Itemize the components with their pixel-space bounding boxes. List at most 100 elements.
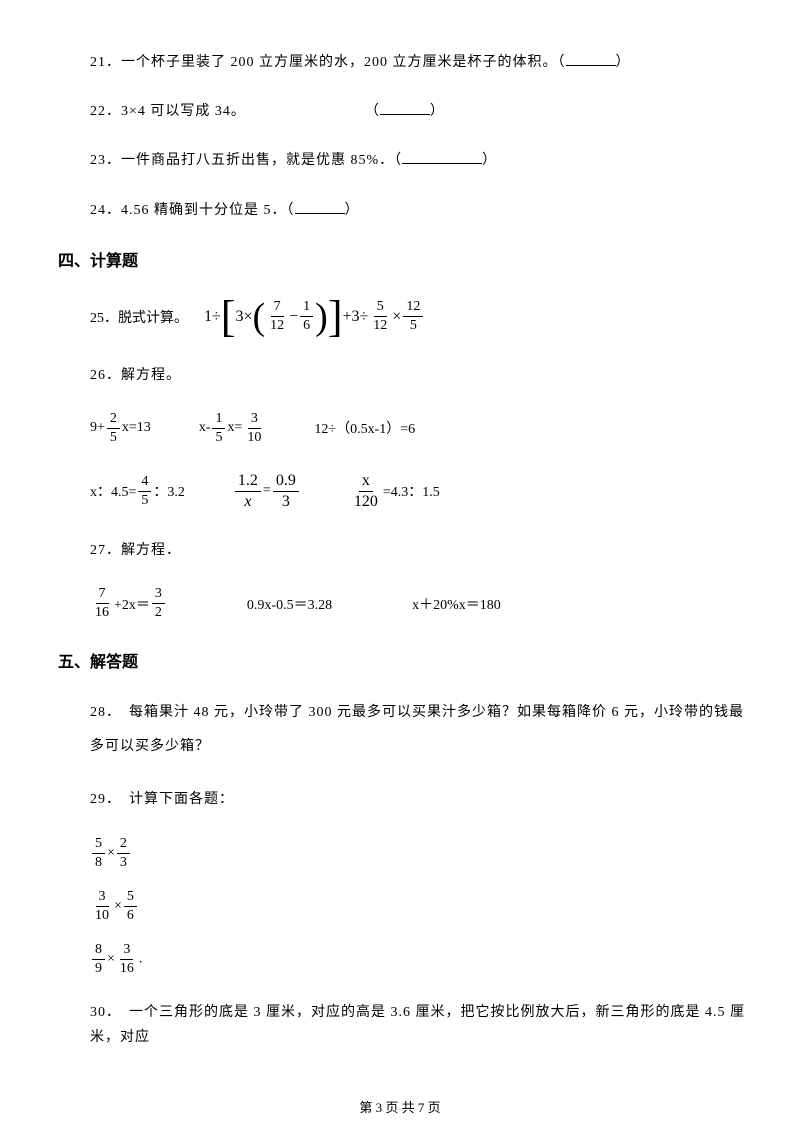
page-footer: 第 3 页 共 7 页	[0, 1097, 800, 1116]
den: 16	[92, 604, 112, 620]
t: 9+	[90, 420, 105, 436]
eq: 12÷（0.5x-1）=6	[314, 418, 415, 438]
den: 120	[351, 492, 381, 510]
t: x=13	[122, 420, 151, 436]
t: =4.3：1.5	[383, 481, 440, 501]
den: x	[241, 492, 254, 510]
t: x-	[199, 420, 211, 436]
num: 0.9	[273, 473, 299, 492]
section-5-title: 五、解答题	[58, 648, 750, 672]
blank[interactable]	[566, 50, 616, 66]
num: 1	[300, 300, 313, 317]
den: 5	[212, 429, 225, 445]
den: 12	[267, 317, 287, 333]
num: 1.2	[235, 473, 261, 492]
den: 9	[92, 960, 105, 976]
question-24: 24．4.56 精确到十分位是 5．（ ）	[90, 198, 750, 223]
q24-end: ）	[345, 203, 360, 218]
num: 5	[374, 300, 387, 317]
num: 2	[107, 412, 120, 429]
den: 6	[124, 907, 137, 923]
question-22: 22．3×4 可以写成 34。 （）	[90, 99, 750, 124]
den: 5	[107, 429, 120, 445]
t: x：4.5=	[90, 481, 136, 501]
t: +2x＝	[114, 594, 150, 614]
den: 2	[152, 604, 165, 620]
num: 3	[120, 943, 133, 960]
q26-row1: 9+ 2 5 x=13 x- 1 5 x= 3 10 12÷（0.5x-1）=6	[90, 412, 750, 445]
question-26-label: 26．解方程。	[90, 363, 750, 388]
q29-f3: 89× 316.	[90, 943, 750, 976]
q25-label: 25．脱式计算。	[90, 307, 188, 327]
den: 10	[92, 907, 112, 923]
pre: 1÷	[204, 308, 221, 326]
blank[interactable]	[295, 198, 345, 214]
times: ×	[114, 898, 122, 913]
dot: .	[139, 951, 143, 966]
q26-row2: x：4.5= 4 5 ：3.2 1.2 x = 0.9 3 x 120 =4.3…	[90, 473, 750, 510]
times: ×	[392, 308, 401, 326]
q25-formula: 1÷ [ 3× ( 7 12 − 1 6 ) ] +3÷ 5 12 × 12 5	[204, 295, 425, 339]
den: 3	[117, 854, 130, 870]
minus: −	[289, 308, 298, 326]
num: 3	[152, 587, 165, 604]
bracket-right-icon: ]	[328, 295, 343, 339]
den: 3	[279, 492, 293, 510]
eq: x：4.5= 4 5 ：3.2	[90, 475, 185, 508]
t: x=	[227, 420, 242, 436]
num: 12	[403, 300, 423, 317]
q22-a: 22．3×4 可以写成 34。	[90, 104, 246, 119]
q29-f1: 58×23	[90, 837, 750, 870]
num: 7	[271, 300, 284, 317]
post1: +3÷	[342, 308, 368, 326]
question-21: 21．一个杯子里装了 200 立方厘米的水，200 立方厘米是杯子的体积。（ ）	[90, 50, 750, 75]
den: 5	[138, 492, 151, 508]
q23-text: 23．一件商品打八五折出售，就是优惠 85%．（	[90, 153, 402, 168]
q22-c: ）	[430, 104, 445, 119]
q21-text: 21．一个杯子里装了 200 立方厘米的水，200 立方厘米是杯子的体积。（	[90, 55, 566, 70]
q27-row: 7 16 +2x＝ 3 2 0.9x-0.5＝3.28 x＋20%x＝180	[90, 587, 750, 620]
den: 12	[370, 317, 390, 333]
blank[interactable]	[380, 99, 430, 115]
times: ×	[107, 845, 115, 860]
section-4-title: 四、计算题	[58, 247, 750, 271]
blank[interactable]	[402, 148, 482, 164]
eq: 0.9x-0.5＝3.28	[247, 594, 332, 614]
num: 2	[117, 837, 130, 854]
mid1: 3×	[235, 308, 252, 326]
num: 1	[212, 412, 225, 429]
t: =	[263, 483, 271, 499]
den: 10	[244, 429, 264, 445]
num: 8	[92, 943, 105, 960]
question-29-label: 29． 计算下面各题：	[90, 787, 750, 812]
den: 16	[117, 960, 137, 976]
question-25: 25．脱式计算。 1÷ [ 3× ( 7 12 − 1 6 ) ] +3÷ 5 …	[90, 295, 750, 339]
q21-end: ）	[616, 55, 631, 70]
eq: x- 1 5 x= 3 10	[199, 412, 267, 445]
den: 8	[92, 854, 105, 870]
den: 6	[300, 317, 313, 333]
question-30: 30． 一个三角形的底是 3 厘米，对应的高是 3.6 厘米，把它按比例放大后，…	[90, 1000, 750, 1050]
question-28: 28． 每箱果汁 48 元，小玲带了 300 元最多可以买果汁多少箱？如果每箱降…	[90, 696, 750, 763]
question-23: 23．一件商品打八五折出售，就是优惠 85%．（ ）	[90, 148, 750, 173]
t: ：3.2	[153, 481, 185, 501]
paren-right-icon: )	[315, 298, 328, 336]
q29-f2: 310×56	[90, 890, 750, 923]
eq: 7 16 +2x＝ 3 2	[90, 587, 167, 620]
eq: 9+ 2 5 x=13	[90, 412, 151, 445]
eq: x＋20%x＝180	[412, 594, 501, 614]
num: 3	[96, 890, 109, 907]
question-27-label: 27．解方程．	[90, 538, 750, 563]
q24-text: 24．4.56 精确到十分位是 5．（	[90, 203, 295, 218]
num: 3	[248, 412, 261, 429]
eq: x 120 =4.3：1.5	[349, 473, 440, 510]
den: 5	[407, 317, 420, 333]
num: 5	[92, 837, 105, 854]
q23-end: ）	[482, 153, 497, 168]
times: ×	[107, 951, 115, 966]
eq: 1.2 x = 0.9 3	[233, 473, 301, 510]
num: 7	[96, 587, 109, 604]
num: 4	[138, 475, 151, 492]
bracket-left-icon: [	[221, 295, 236, 339]
num: 5	[124, 890, 137, 907]
